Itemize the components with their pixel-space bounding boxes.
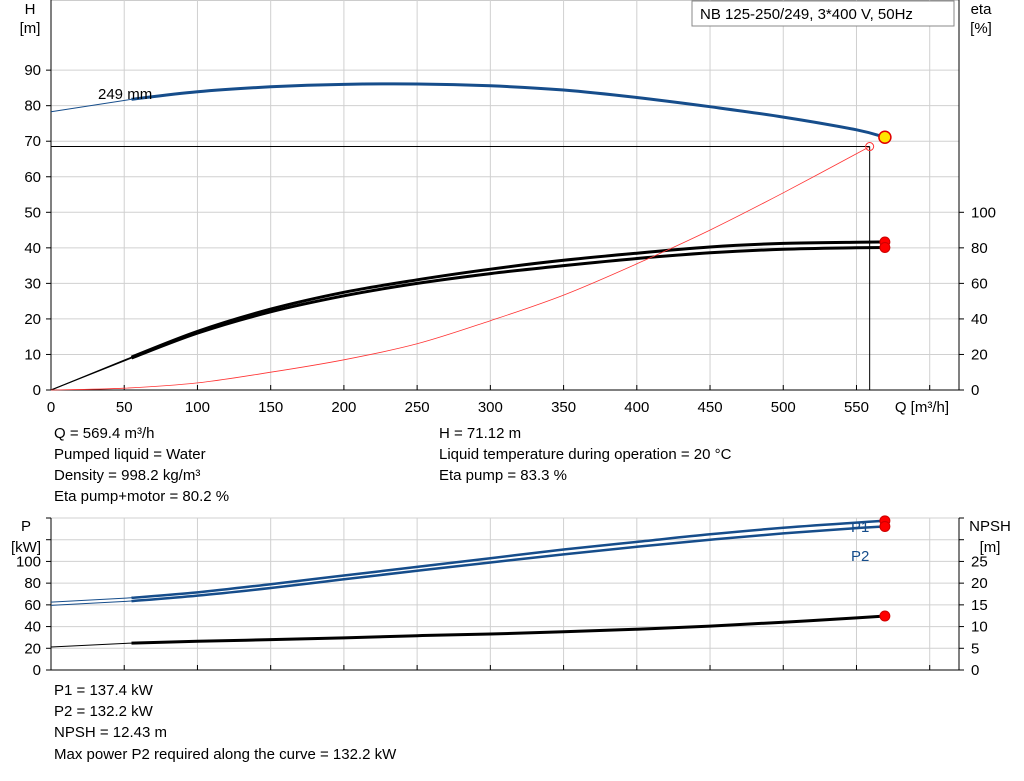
npsh-line [131,614,885,645]
x-tick-label: 250 [405,399,430,416]
impeller-diameter-label: 249 mm [98,86,152,103]
y-tick-label-right: 40 [971,311,988,328]
y-tick-label-left: 0 [33,382,41,399]
p2-extension [50,600,132,606]
x-tick-label: 50 [116,399,133,416]
x-tick-label: 500 [771,399,796,416]
x-tick-label: 150 [258,399,283,416]
eta-operating-point-marker [879,241,891,253]
eta-pump-value: Eta pump = 83.3 % [439,467,567,484]
y-tick-label-left: 90 [24,62,41,79]
y-tick-label-right: 25 [971,553,988,570]
npsh-operating-point-marker [879,610,891,622]
x-tick-label: 300 [478,399,503,416]
y-axis-label-left: P [21,518,31,535]
y-tick-label-left: 80 [24,575,41,592]
y-tick-label-left: 10 [24,346,41,363]
y-tick-label-left: 80 [24,98,41,115]
p2-series-label: P2 [851,548,869,565]
eta-pump-motor-value: Eta pump+motor = 80.2 % [54,488,230,505]
y-axis-unit-right: [%] [970,20,992,37]
y-axis-unit-right: [m] [980,539,1001,556]
density-value: Density = 998.2 kg/m³ [54,467,201,484]
y-tick-label-left: 60 [24,597,41,614]
p2-value: P2 = 132.2 kW [54,703,153,720]
x-axis-label: Q [m³/h] [895,399,949,416]
y-tick-label-left: 20 [24,311,41,328]
y-tick-label-right: 15 [971,597,988,614]
pumped-liquid-value: Pumped liquid = Water [54,446,206,463]
x-tick-label: 400 [624,399,649,416]
y-axis-label-right: eta [971,1,993,18]
y-tick-label-right: 80 [971,240,988,257]
y-tick-label-left: 50 [24,204,41,221]
p1-value: P1 = 137.4 kW [54,682,153,699]
chart-title: NB 125-250/249, 3*400 V, 50Hz [700,6,913,23]
y-tick-label-left: 40 [24,619,41,636]
p1-line [131,519,885,600]
system-curve-line [50,146,870,391]
eta-pump-motor-line [130,246,885,360]
y-tick-label-left: 0 [33,662,41,679]
y-tick-label-left: 20 [24,640,41,657]
y-tick-label-right: 5 [971,640,979,657]
p2-line [131,525,885,603]
x-tick-label: 200 [331,399,356,416]
y-axis-label-left: H [25,1,36,18]
npsh-extension [50,642,132,648]
eta-pump-motor-extension [50,357,132,391]
y-tick-label-right: 20 [971,575,988,592]
y-tick-label-left: 60 [24,169,41,186]
y-tick-label-left: 70 [24,133,41,150]
power-operating-point-marker [879,520,891,532]
head-value: H = 71.12 m [439,425,522,442]
y-tick-label-left: 100 [16,553,41,570]
p1-series-label: P1 [851,519,869,536]
y-axis-unit-left: [kW] [11,539,41,556]
x-tick-label: 0 [47,399,55,416]
x-tick-label: 100 [185,399,210,416]
y-axis-label-right: NPSH [969,518,1011,535]
y-tick-label-left: 30 [24,275,41,292]
liquid-temperature-value: Liquid temperature during operation = 20… [439,446,732,463]
y-tick-label-right: 60 [971,275,988,292]
y-tick-label-left: 40 [24,240,41,257]
operating-point-marker [878,130,892,144]
y-tick-label-right: 10 [971,619,988,636]
y-tick-label-right: 100 [971,204,996,221]
eta-pump-line [130,240,885,359]
max-power-value: Max power P2 required along the curve = … [54,746,397,763]
system-curve-point [865,142,875,152]
x-tick-label: 550 [844,399,869,416]
p1-extension [50,597,132,603]
y-axis-unit-left: [m] [20,20,41,37]
head-line [131,82,886,139]
x-tick-label: 450 [698,399,723,416]
y-tick-label-right: 20 [971,346,988,363]
chart-title-box [691,0,955,27]
plot-frame-top [50,0,960,391]
y-tick-label-right: 0 [971,382,979,399]
flow-rate-value: Q = 569.4 m³/h [54,425,155,442]
npsh-value: NPSH = 12.43 m [54,724,167,741]
y-tick-label-right: 0 [971,662,979,679]
head-extension [50,98,132,113]
x-tick-label: 350 [551,399,576,416]
